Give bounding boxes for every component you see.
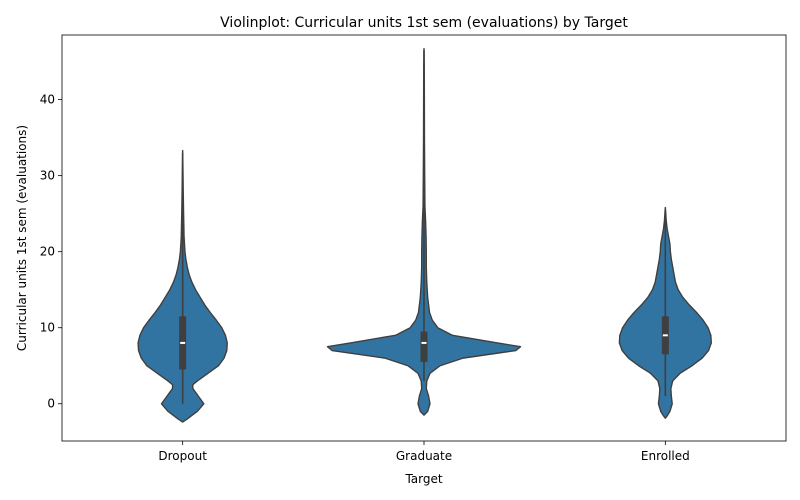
violin-layer (137, 47, 712, 423)
y-tick-label: 0 (47, 397, 55, 411)
violin-graduate (326, 47, 522, 416)
violin-iqr-box (420, 331, 428, 362)
x-axis-ticks: Dropout Graduate Enrolled (158, 441, 690, 463)
x-tick-label: Dropout (158, 449, 207, 463)
y-tick-label: 30 (40, 169, 55, 183)
y-tick-label: 40 (40, 93, 55, 107)
y-tick-label: 20 (40, 245, 55, 259)
x-axis-label: Target (404, 472, 442, 486)
y-axis-label: Curricular units 1st sem (evaluations) (15, 125, 29, 351)
plot-frame (61, 34, 787, 442)
x-tick-label: Graduate (396, 449, 452, 463)
x-tick-label: Enrolled (641, 449, 690, 463)
y-tick-label: 10 (40, 321, 55, 335)
violin-dropout (137, 149, 228, 423)
chart-title: Violinplot: Curricular units 1st sem (ev… (220, 15, 628, 31)
y-axis-ticks: 0 10 20 30 40 (40, 93, 62, 411)
violin-enrolled (618, 206, 712, 419)
